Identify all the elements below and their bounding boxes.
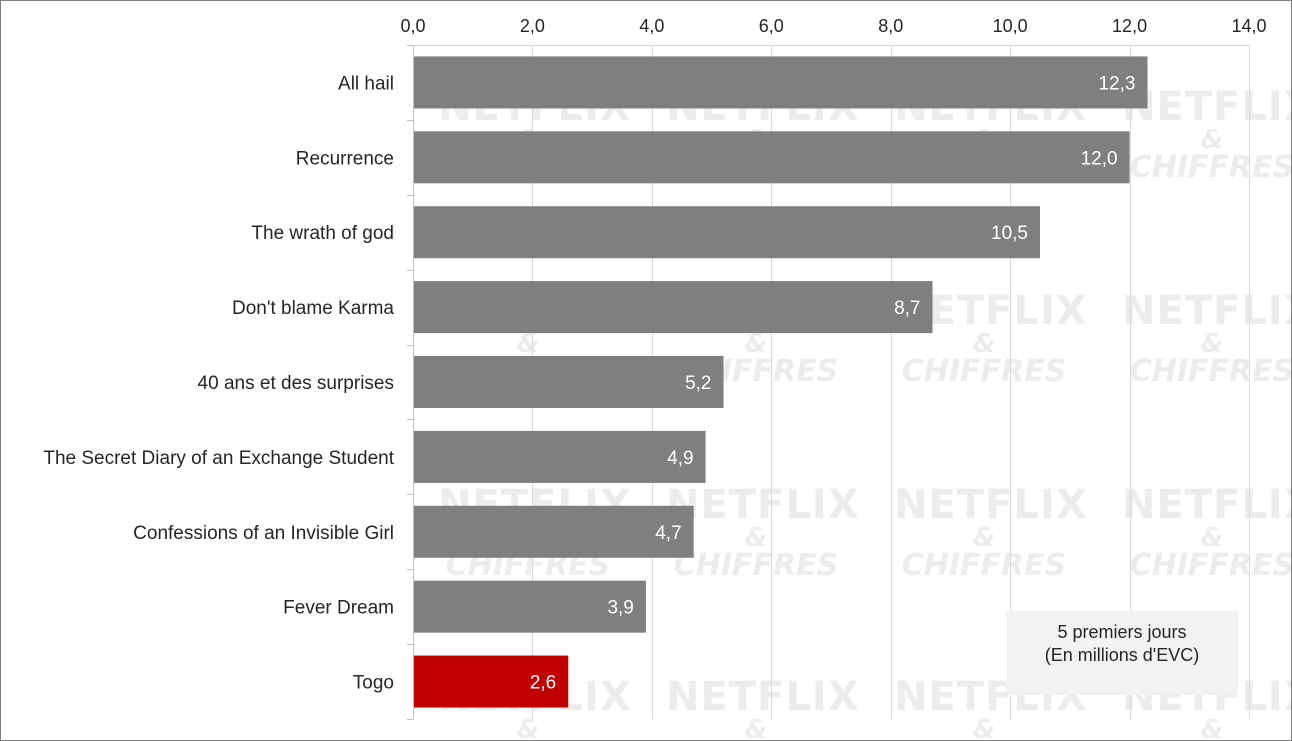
data-label: 12,0 <box>1081 148 1118 169</box>
category-label: Togo <box>353 673 394 694</box>
bar <box>413 505 694 558</box>
bar <box>413 131 1130 184</box>
bar <box>413 430 706 483</box>
category-label: Recurrence <box>296 148 394 169</box>
bar <box>413 580 646 633</box>
chart-annotation: 5 premiers jours (En millions d'EVC) <box>1006 611 1238 695</box>
bar-highlight <box>413 655 569 708</box>
data-label: 4,9 <box>667 448 693 469</box>
x-tick-label: 14,0 <box>1231 16 1266 36</box>
category-label: Confessions of an Invisible Girl <box>133 523 394 544</box>
category-label: 40 ans et des surprises <box>198 373 394 394</box>
category-label: Fever Dream <box>283 598 394 619</box>
annotation-line-1: 5 premiers jours <box>1057 622 1187 642</box>
data-label: 10,5 <box>991 223 1028 244</box>
data-label: 5,2 <box>685 373 711 394</box>
bar <box>413 56 1148 109</box>
x-tick-label: 0,0 <box>400 16 425 36</box>
x-tick-label: 4,0 <box>639 16 664 36</box>
x-tick-label: 12,0 <box>1112 16 1147 36</box>
data-label: 4,7 <box>655 523 681 544</box>
x-tick-label: 8,0 <box>878 16 903 36</box>
x-tick-label: 6,0 <box>759 16 784 36</box>
data-label: 2,6 <box>530 673 556 694</box>
annotation-line-2: (En millions d'EVC) <box>1044 645 1200 665</box>
data-label: 8,7 <box>894 298 920 319</box>
bar <box>413 281 933 334</box>
category-label: The Secret Diary of an Exchange Student <box>43 448 394 469</box>
data-label: 3,9 <box>607 598 633 619</box>
category-label: The wrath of god <box>251 223 394 244</box>
x-tick-label: 10,0 <box>993 16 1028 36</box>
category-label: All hail <box>338 73 394 94</box>
bar <box>413 206 1040 259</box>
bar <box>413 356 724 408</box>
data-label: 12,3 <box>1099 73 1136 94</box>
category-label: Don't blame Karma <box>232 298 394 319</box>
x-tick-label: 2,0 <box>520 16 545 36</box>
